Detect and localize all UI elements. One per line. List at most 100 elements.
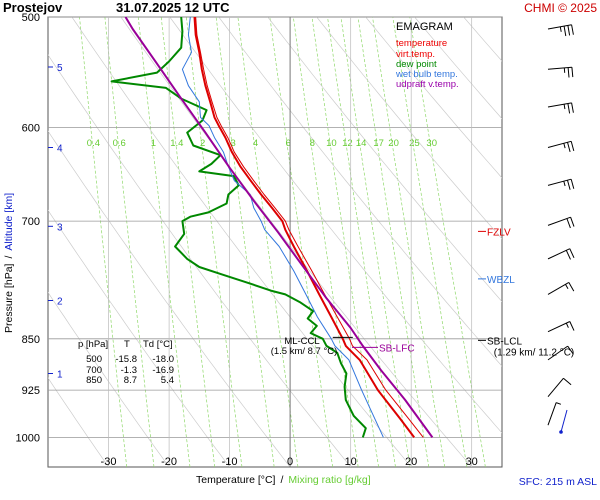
wind-barb bbox=[547, 402, 562, 426]
mixing-ratio-tick-label: 6 bbox=[286, 138, 291, 149]
dry-adiabat-line bbox=[120, 17, 472, 467]
pressure-tick-label: 850 bbox=[22, 334, 40, 346]
dew-point-line bbox=[110, 17, 367, 438]
mixing-ratio-line bbox=[409, 17, 486, 467]
temperature-line bbox=[193, 17, 415, 439]
dry-adiabat-line bbox=[48, 209, 230, 467]
dry-adiabat-line bbox=[218, 17, 502, 367]
temperature-tick-label: -10 bbox=[222, 456, 238, 468]
mixing-ratio-tick-label: 12 bbox=[342, 138, 353, 149]
y-axis-label-altitude: Altitude [km] bbox=[3, 193, 15, 251]
wind-barb-feather bbox=[570, 217, 575, 227]
wind-barb-feather bbox=[567, 142, 571, 153]
mixing-ratio-line bbox=[104, 17, 155, 467]
y-axis-label-separator: / bbox=[3, 256, 15, 259]
updraft-virtual-temperature-line bbox=[124, 17, 434, 438]
sfc-label: SFC: 215 m ASL bbox=[519, 476, 597, 488]
dry-adiabat-line bbox=[48, 130, 291, 467]
dry-adiabat-line bbox=[71, 17, 412, 467]
mixing-ratio-line bbox=[372, 17, 446, 467]
temperature-tick-label: 30 bbox=[466, 456, 478, 468]
wind-barb bbox=[547, 345, 574, 361]
wind-barb-feather bbox=[571, 102, 574, 113]
temperature-tick-label: -30 bbox=[101, 456, 117, 468]
wind-barb-feather bbox=[569, 248, 575, 259]
mixing-ratio-tick-label: 4 bbox=[253, 138, 258, 149]
fzlv-label: FZLV bbox=[487, 227, 511, 238]
chart-title: EMAGRAM bbox=[396, 21, 453, 33]
wind-barb-feather bbox=[559, 26, 562, 32]
pressure-tick-label: 700 bbox=[22, 216, 40, 228]
x-axis-label-mixing: Mixing ratio [g/kg] bbox=[288, 474, 370, 486]
wind-barb bbox=[547, 216, 575, 229]
table-cell: -16.9 bbox=[152, 365, 174, 376]
wind-barb-feather bbox=[571, 24, 574, 35]
mixing-ratio-line bbox=[357, 17, 430, 467]
datetime-label: 31.07.2025 12 UTC bbox=[116, 0, 230, 15]
wind-barb-feather bbox=[571, 67, 574, 78]
wind-barb-feather bbox=[556, 402, 562, 405]
wind-barb bbox=[547, 377, 572, 397]
wind-barb-feather bbox=[570, 179, 575, 189]
mixing-ratio-line bbox=[269, 17, 334, 467]
wind-barb-feather bbox=[567, 67, 570, 78]
altitude-tick-label: 5 bbox=[57, 63, 63, 74]
mixing-ratio-line bbox=[340, 17, 411, 467]
wind-barb bbox=[547, 24, 574, 37]
mixing-ratio-tick-label: 1.4 bbox=[170, 138, 183, 149]
altitude-tick-label: 2 bbox=[57, 297, 63, 308]
dry-adiabat-line bbox=[48, 291, 170, 467]
altitude-tick-label: 3 bbox=[57, 222, 63, 233]
mixing-ratio-tick-label: 8 bbox=[310, 138, 315, 149]
mixing-ratio-tick-label: 30 bbox=[426, 138, 437, 149]
wind-barb bbox=[547, 102, 574, 114]
dry-adiabat-line bbox=[365, 17, 502, 179]
wind-barb-feather bbox=[568, 282, 575, 292]
wbzl-label: WBZL bbox=[487, 275, 515, 286]
temperature-tick-label: 20 bbox=[405, 456, 417, 468]
wind-barb-feather bbox=[563, 143, 566, 149]
mixing-ratio-line bbox=[292, 17, 359, 467]
mixing-ratio-tick-label: 2 bbox=[200, 138, 205, 149]
mixing-ratio-line bbox=[392, 17, 468, 467]
sb-lfc-label: SB-LFC bbox=[379, 343, 415, 354]
dry-adiabat-line bbox=[562, 17, 600, 467]
table-header-t: T bbox=[124, 339, 130, 350]
wind-barb-feather bbox=[563, 377, 572, 386]
table-cell: -15.8 bbox=[115, 354, 137, 365]
wind-barb-staff bbox=[547, 281, 570, 295]
legend-updraft: udpraft v.temp. bbox=[396, 79, 459, 90]
dry-adiabat-line bbox=[48, 377, 109, 467]
dry-adiabat-line bbox=[267, 17, 502, 303]
table-cell: 8.7 bbox=[124, 375, 137, 386]
sb-lcl-sublabel: (1.29 km/ 11.2 °C) bbox=[494, 347, 575, 358]
wind-barb bbox=[547, 66, 574, 78]
table-cell: -18.0 bbox=[152, 354, 174, 365]
wind-barb-staff bbox=[547, 402, 557, 426]
altitude-tick-label: 1 bbox=[57, 370, 63, 381]
x-axis-label-separator: / bbox=[280, 474, 283, 486]
mixing-ratio-line bbox=[185, 17, 243, 467]
mixing-ratio-tick-label: 20 bbox=[388, 138, 399, 149]
table-cell: 850 bbox=[86, 375, 102, 386]
table-cell: 5.4 bbox=[161, 375, 174, 386]
ml-ccl-label: ML-CCL bbox=[284, 336, 319, 347]
wind-barb-feather bbox=[567, 25, 571, 36]
dry-adiabat-line bbox=[513, 17, 600, 467]
pressure-tick-label: 925 bbox=[22, 385, 40, 397]
mixing-ratio-line bbox=[327, 17, 396, 467]
wind-barb-staff bbox=[547, 24, 572, 30]
mixing-ratio-tick-label: 1 bbox=[151, 138, 156, 149]
pressure-tick-label: 600 bbox=[22, 123, 40, 135]
dry-adiabat-line bbox=[169, 17, 502, 434]
copyright-label: CHMI © 2025 bbox=[524, 1, 597, 15]
station-title: Prostejov bbox=[3, 0, 63, 15]
mixing-ratio-tick-label: 0.6 bbox=[113, 138, 126, 149]
temperature-tick-label: 10 bbox=[345, 456, 357, 468]
mixing-ratio-line bbox=[160, 17, 216, 467]
pressure-tick-label: 500 bbox=[22, 12, 40, 24]
wind-barb-feather bbox=[567, 103, 571, 114]
surface-wind-staff bbox=[560, 409, 568, 433]
wind-barb-feather bbox=[563, 104, 566, 110]
